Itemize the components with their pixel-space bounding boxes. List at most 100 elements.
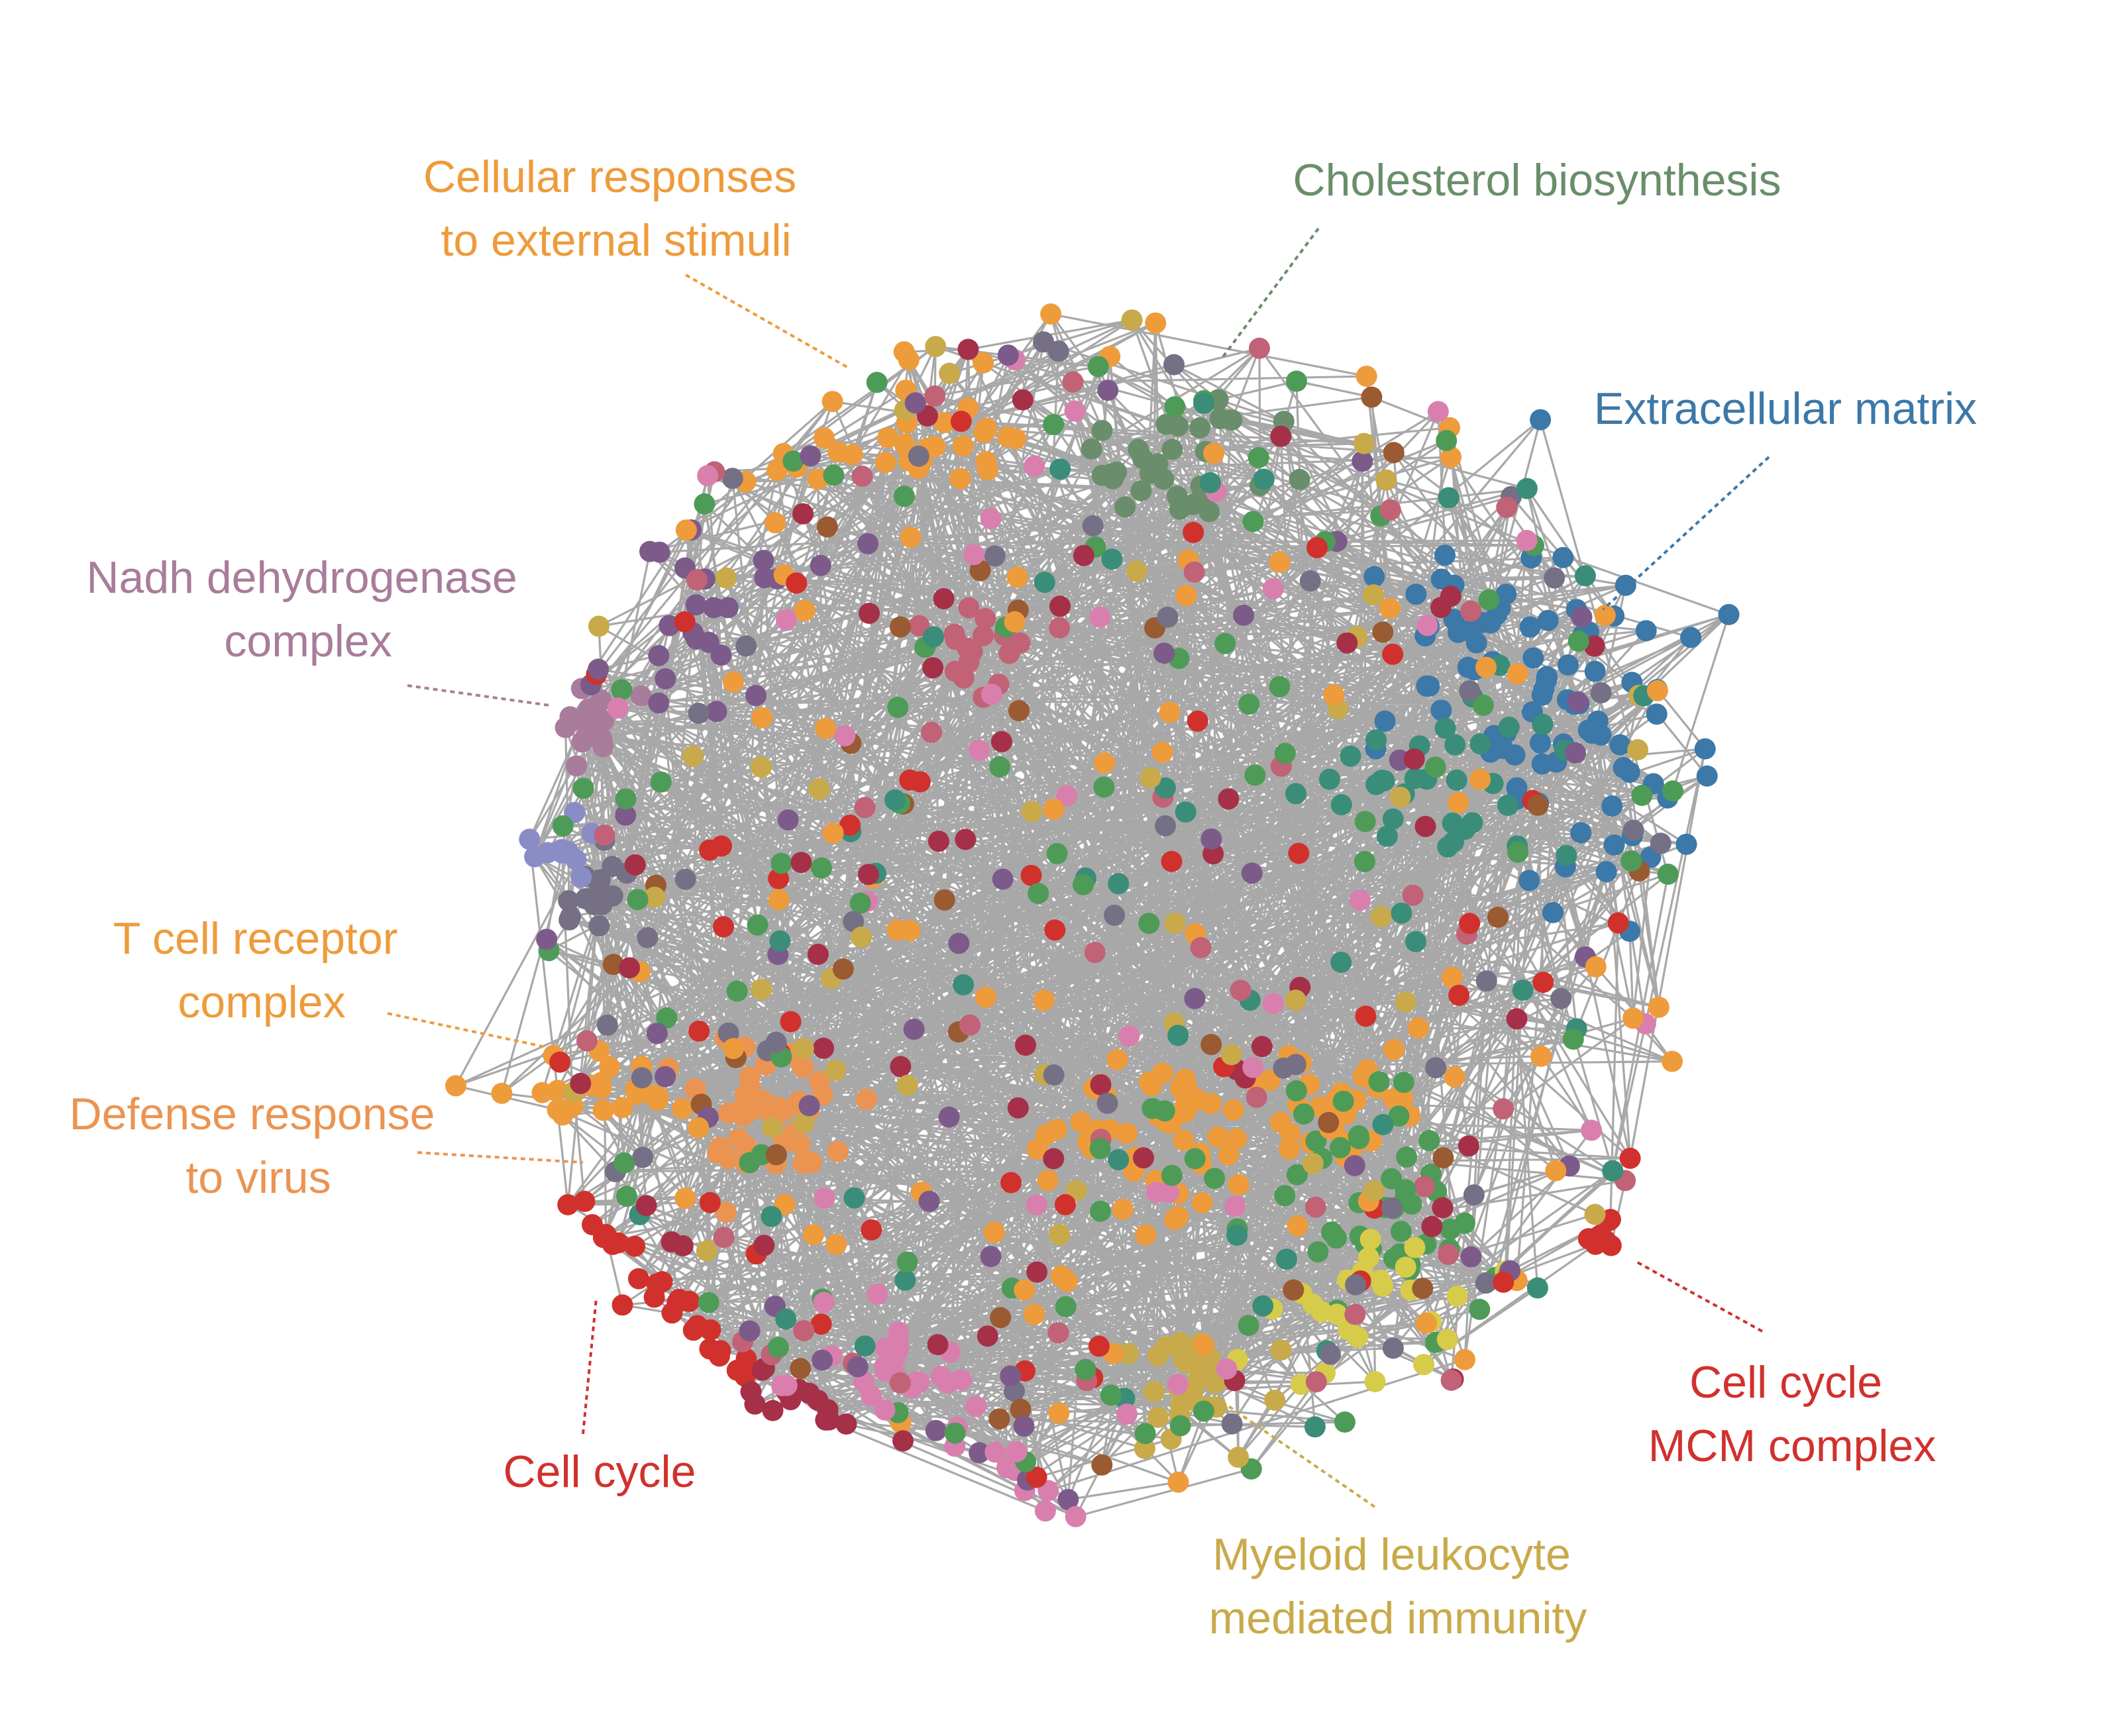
network-node <box>574 1190 596 1212</box>
network-node <box>990 1307 1012 1329</box>
network-node <box>1444 1066 1465 1088</box>
network-node <box>1167 1205 1189 1227</box>
network-node <box>1182 1384 1203 1405</box>
network-node <box>1049 458 1071 480</box>
network-node <box>1183 521 1204 543</box>
network-node <box>875 452 896 474</box>
network-node <box>651 1271 673 1293</box>
network-node <box>825 1060 847 1081</box>
network-node <box>655 1066 676 1088</box>
network-node <box>1718 603 1740 625</box>
network-node <box>1159 701 1181 723</box>
network-node <box>1603 834 1625 856</box>
network-node <box>706 701 727 723</box>
network-node <box>570 1072 592 1094</box>
network-node <box>814 1188 835 1209</box>
network-node <box>1279 1138 1300 1160</box>
network-node <box>827 1141 849 1162</box>
network-node <box>944 1422 966 1444</box>
network-node <box>1355 366 1377 387</box>
network-node <box>1574 565 1596 587</box>
network-node <box>816 516 838 538</box>
network-node <box>557 1194 579 1215</box>
network-node <box>1307 1241 1329 1262</box>
network-node <box>925 336 947 358</box>
network-node <box>1440 446 1462 468</box>
network-node <box>630 685 652 707</box>
network-node <box>615 804 637 826</box>
network-node <box>1461 812 1483 834</box>
label-cholesterol-biosynthesis: Cholesterol biosynthesis <box>1293 155 1781 205</box>
network-node <box>1416 615 1438 637</box>
network-node <box>1164 913 1186 934</box>
network-node <box>810 857 832 879</box>
network-node <box>888 1321 910 1343</box>
network-node <box>1587 710 1609 732</box>
network-node <box>1463 1184 1485 1206</box>
network-node <box>924 385 946 407</box>
network-node <box>611 1097 633 1119</box>
network-node <box>713 916 734 938</box>
network-node <box>1530 1045 1552 1067</box>
network-node <box>685 594 707 616</box>
network-node <box>825 1234 847 1255</box>
network-node <box>855 1088 877 1110</box>
network-node <box>822 822 844 844</box>
network-node <box>739 1152 761 1174</box>
network-node <box>1081 438 1102 460</box>
network-node <box>1430 699 1452 721</box>
network-node <box>1043 1064 1065 1086</box>
network-node <box>1363 566 1385 587</box>
network-node <box>1465 632 1487 654</box>
network-node <box>1262 993 1284 1015</box>
network-node <box>1544 567 1565 589</box>
network-node <box>1662 1050 1683 1072</box>
network-node <box>703 597 725 619</box>
network-node <box>590 1078 612 1099</box>
network-node <box>1241 862 1263 884</box>
network-node <box>674 611 696 633</box>
network-node <box>1352 450 1373 472</box>
network-node <box>813 1037 834 1059</box>
network-node <box>977 1325 998 1347</box>
network-node <box>980 508 1002 530</box>
network-node <box>1424 756 1446 778</box>
network-node <box>1518 870 1540 892</box>
network-node <box>615 1186 637 1207</box>
network-node <box>1143 1381 1165 1403</box>
network-node <box>849 892 871 914</box>
network-node <box>1155 815 1176 837</box>
network-node <box>1531 753 1553 775</box>
network-node <box>1615 574 1636 596</box>
network-node <box>1200 1034 1222 1055</box>
network-node <box>1132 448 1153 470</box>
network-node <box>923 626 944 648</box>
network-node <box>851 926 873 948</box>
network-node <box>972 625 994 646</box>
network-node <box>1344 1154 1365 1176</box>
network-node <box>889 616 911 638</box>
network-node <box>1434 544 1456 566</box>
network-node <box>588 915 610 937</box>
network-node <box>1302 1294 1324 1315</box>
network-node <box>927 1334 949 1356</box>
network-node <box>770 852 792 874</box>
network-node <box>1285 783 1306 805</box>
network-node <box>1089 606 1111 628</box>
label-defense-response: Defense response to virus <box>70 1089 448 1203</box>
network-node <box>1570 822 1592 844</box>
network-node <box>613 1152 635 1174</box>
label-cell-cycle: Cell cycle <box>504 1447 696 1497</box>
network-node <box>893 341 915 363</box>
network-node <box>1073 874 1094 895</box>
network-node <box>890 1056 912 1078</box>
network-node <box>588 615 610 637</box>
label-layer: Cellular responses to external stimuli C… <box>70 152 1977 1643</box>
network-node <box>1126 560 1147 582</box>
network-node <box>674 868 696 890</box>
network-node <box>1349 890 1371 911</box>
network-node <box>1369 1269 1391 1291</box>
network-node <box>775 609 797 631</box>
network-node <box>1289 468 1310 490</box>
network-node <box>661 1231 682 1252</box>
